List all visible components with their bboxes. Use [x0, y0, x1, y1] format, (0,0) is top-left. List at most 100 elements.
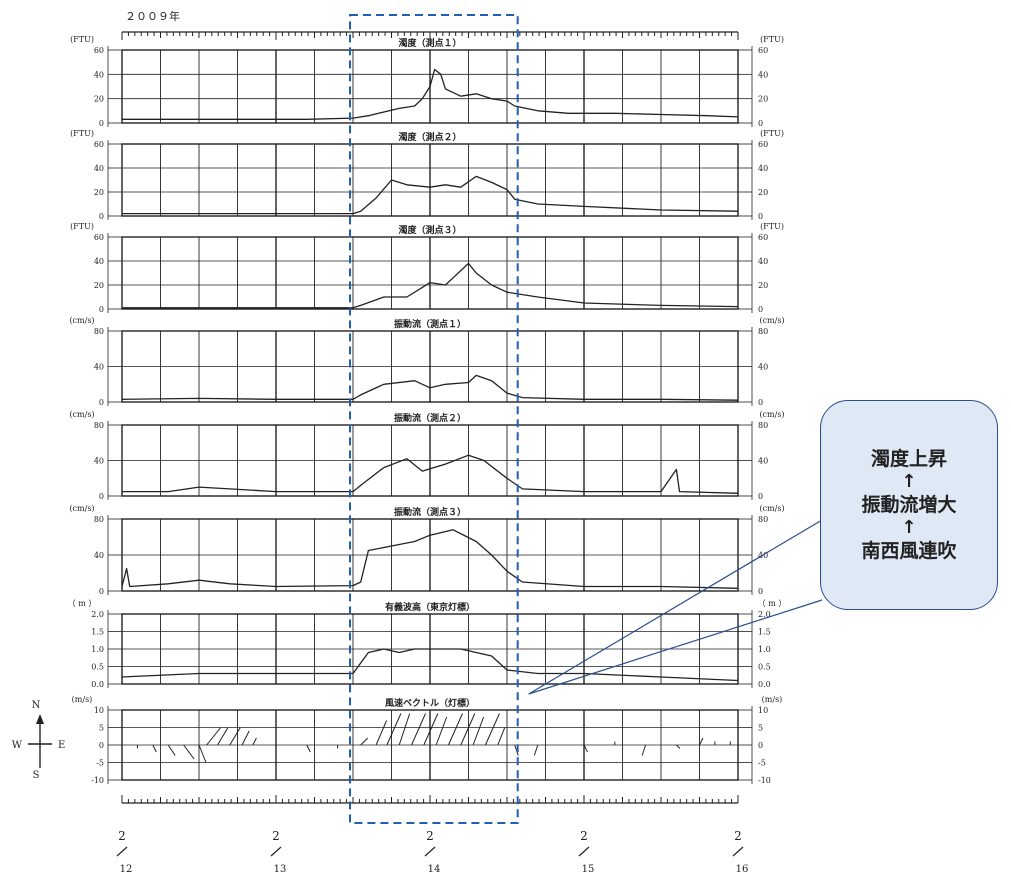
pointer-line	[528, 519, 823, 695]
y-tick-label-right: 40	[758, 457, 768, 466]
callout-southwest-wind: 南西風連吹	[861, 540, 957, 562]
date-day-label: 15	[582, 864, 595, 875]
y-tick-label-right: 10	[758, 706, 768, 715]
callout-pointer-lines	[528, 519, 823, 695]
y-tick-label-left: 1.5	[91, 628, 104, 637]
y-tick-label-left: 60	[94, 46, 104, 55]
unit-label-left: (FTU)	[70, 222, 94, 231]
unit-label-left: (FTU)	[70, 129, 94, 138]
y-tick-label-left: 60	[94, 140, 104, 149]
date-month-label: 2	[118, 829, 126, 843]
y-tick-label-right: 40	[758, 70, 768, 79]
y-tick-label-right: 1.5	[758, 628, 771, 637]
y-tick-label-right: 0	[758, 492, 763, 501]
wind-vector	[448, 713, 463, 746]
unit-label-right: (FTU)	[760, 222, 784, 231]
unit-label-left: (cm/s)	[69, 316, 94, 325]
unit-label-right: (FTU)	[760, 129, 784, 138]
unit-label-right: (cm/s)	[759, 504, 784, 513]
y-tick-label-right: 0	[758, 212, 763, 221]
wind-vector	[398, 713, 411, 746]
compass-rose: N S W E	[12, 700, 66, 781]
wind-vector	[206, 727, 222, 746]
panel-2: 0 0 20 20 40 40 60 60 濁度（測点２） (FTU) (FTU)	[70, 129, 784, 221]
y-tick-label-left: 40	[94, 257, 104, 266]
panel-1: 0 0 20 20 40 40 60 60 濁度（測点１） (FTU) (FTU)	[70, 35, 784, 128]
y-tick-label-left: 40	[94, 457, 104, 466]
y-tick-label-left: 0	[99, 587, 104, 596]
panel-title: 濁度（測点１）	[398, 37, 461, 49]
wind-vector	[435, 716, 448, 746]
wind-vector	[460, 713, 476, 746]
wind-vector-panel: -10 -10 -5 -5 0 0 5 5 10 10 風速ベクトル（灯標） (m/s) (m/s)	[72, 695, 783, 785]
wind-vector	[375, 720, 388, 746]
y-tick-label-right: -5	[758, 759, 766, 768]
date-slash	[732, 846, 744, 857]
unit-label-right: (m/s)	[762, 695, 783, 704]
date-slash	[270, 846, 282, 857]
y-tick-label-left: 60	[94, 233, 104, 242]
wind-vector	[533, 744, 539, 756]
pointer-line	[528, 599, 823, 695]
y-tick-label-right: 5	[758, 724, 763, 733]
y-tick-label-left: 80	[94, 327, 104, 336]
y-tick-label-right: 40	[758, 363, 768, 372]
y-tick-label-right: 20	[758, 188, 768, 197]
y-tick-label-right: 40	[758, 164, 768, 173]
wind-vector	[241, 730, 250, 746]
y-tick-label-left: 0	[99, 119, 104, 128]
y-tick-label-left: 0	[99, 492, 104, 501]
y-tick-label-right: 80	[758, 327, 768, 336]
y-tick-label-left: -5	[96, 759, 104, 768]
y-tick-label-right: 0	[758, 119, 763, 128]
wind-vector	[217, 727, 229, 746]
y-tick-label-right: 0.5	[758, 663, 771, 672]
date-slash	[116, 846, 128, 857]
y-tick-label-left: 10	[94, 706, 104, 715]
wind-vector	[411, 713, 426, 746]
callout-box: 濁度上昇 ↑ 振動流増大 ↑ 南西風連吹	[820, 400, 998, 610]
wind-vector	[360, 737, 369, 746]
wind-vector	[497, 727, 506, 746]
y-tick-label-left: 40	[94, 70, 104, 79]
unit-label-left: （ m ）	[68, 599, 97, 608]
bottom-time-ruler	[121, 795, 739, 804]
y-tick-label-right: 80	[758, 515, 768, 524]
date-slash	[578, 846, 590, 857]
compass-north-label: N	[32, 700, 41, 711]
up-arrow-icon: ↑	[901, 471, 917, 492]
y-tick-label-left: -10	[91, 776, 104, 785]
wind-vector	[152, 744, 157, 753]
wind-vector	[386, 713, 402, 746]
wind-vector	[229, 727, 241, 746]
callout-oscillatory-flow-increase: 振動流増大	[861, 494, 957, 516]
y-tick-label-left: 40	[94, 551, 104, 560]
top-time-ruler	[121, 31, 739, 40]
y-tick-label-right: 60	[758, 140, 768, 149]
y-tick-label-right: 0	[758, 741, 763, 750]
y-tick-label-left: 40	[94, 363, 104, 372]
y-tick-label-right: 2.0	[758, 610, 771, 619]
panel-7: 0.0 0.0 0.5 0.5 1.0 1.0 1.5 1.5 2.0 2.0 有義波高（東京灯標）…	[68, 599, 787, 689]
wind-vector	[514, 744, 519, 756]
date-day-label: 12	[120, 864, 133, 875]
unit-label-right: (cm/s)	[759, 316, 784, 325]
y-tick-label-left: 0	[99, 305, 104, 314]
year-label: ２００９年	[125, 9, 180, 23]
panel-title: 振動流（測点１）	[394, 318, 466, 330]
wind-vector	[472, 716, 485, 746]
y-tick-label-right: 20	[758, 281, 768, 290]
y-tick-label-right: 40	[758, 257, 768, 266]
panel-5: 0 0 40 40 80 80 振動流（測点２） (cm/s) (cm/s)	[69, 410, 784, 501]
unit-label-left: (cm/s)	[69, 410, 94, 419]
panel-4: 0 0 40 40 80 80 振動流（測点１） (cm/s) (cm/s)	[69, 316, 784, 407]
y-tick-label-left: 5	[99, 724, 104, 733]
wind-vector	[183, 744, 195, 760]
y-tick-label-right: 0	[758, 398, 763, 407]
wind-vector	[167, 744, 176, 756]
compass-west-label: W	[12, 740, 23, 751]
y-tick-label-left: 20	[94, 95, 104, 104]
date-slash	[424, 846, 436, 857]
